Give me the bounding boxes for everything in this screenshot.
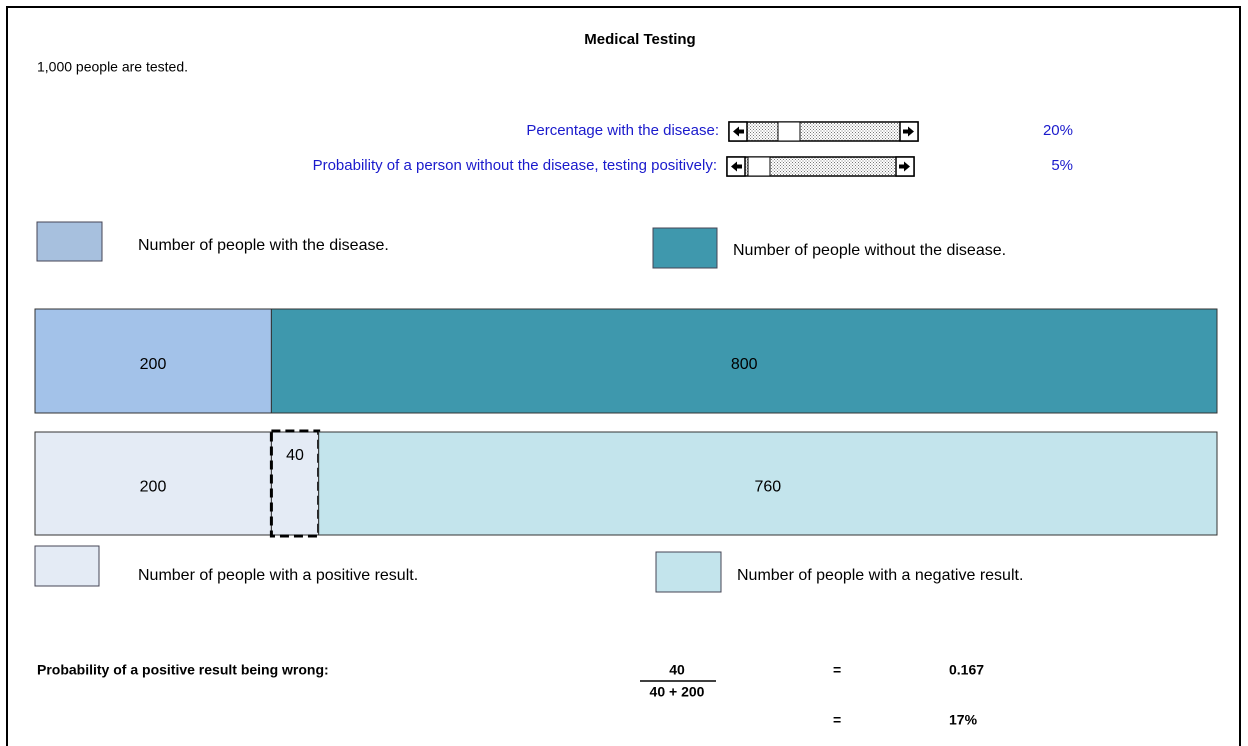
control-label: Percentage with the disease: [526, 122, 719, 139]
legend-label: Number of people without the disease. [733, 242, 1006, 259]
bar-segment [34, 431, 272, 536]
legend-label: Number of people with the disease. [138, 237, 389, 254]
segment-label: 760 [754, 479, 781, 496]
control-value: 5% [1051, 157, 1073, 174]
frame [6, 6, 1241, 746]
equals: = [833, 712, 841, 728]
bar-segment [318, 431, 1218, 536]
bar-segment [34, 308, 272, 414]
intro: 1,000 people are tested. [37, 59, 188, 75]
scrollbar[interactable] [728, 121, 919, 142]
scrollbar[interactable] [726, 156, 915, 177]
title: Medical Testing [584, 31, 695, 48]
result-label: Probability of a positive result being w… [37, 662, 329, 678]
legend-swatch [652, 227, 718, 269]
segment-label: 40 [286, 447, 304, 464]
legend-swatch [36, 221, 103, 262]
bar-segment [270, 308, 1218, 414]
control-label: Probability of a person without the dise… [313, 157, 717, 174]
legend-swatch [655, 551, 722, 593]
result-decimal: 0.167 [949, 662, 984, 678]
legend-label: Number of people with a positive result. [138, 567, 418, 584]
segment-label: 200 [140, 479, 167, 496]
legend-swatch [34, 545, 100, 587]
segment-label: 800 [731, 356, 758, 373]
numerator: 40 [669, 662, 685, 678]
segment-label: 200 [140, 356, 167, 373]
bars: 200 800 200 40 760 [34, 308, 1218, 538]
denominator: 40 + 200 [650, 684, 705, 700]
legend-label: Number of people with a negative result. [737, 567, 1023, 584]
equals: = [833, 662, 841, 678]
bar-segment [270, 431, 320, 536]
result-percent: 17% [949, 712, 978, 728]
control-value: 20% [1043, 122, 1073, 139]
